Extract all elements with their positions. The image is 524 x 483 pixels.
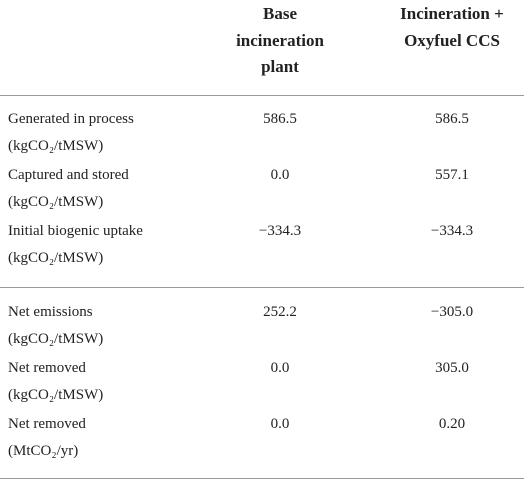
cell-value: −334.3: [258, 223, 302, 239]
row-label: Initial biogenic uptake: [8, 223, 143, 239]
column-header: Incineration +: [400, 4, 504, 23]
rule: [0, 287, 524, 288]
row-label: Net removed: [8, 416, 86, 432]
cell-value: −305.0: [430, 304, 474, 320]
rule: [0, 478, 524, 479]
cell-value: 0.20: [438, 416, 466, 432]
row-label: Captured and stored: [8, 167, 129, 183]
row-label: (kgCO₂/tMSW): [8, 138, 104, 154]
row-label: (kgCO₂/tMSW): [8, 387, 104, 403]
row-label: Generated in process: [8, 111, 134, 127]
row-label: Net removed: [8, 360, 86, 376]
row-label: (kgCO₂/tMSW): [8, 194, 104, 210]
cell-value: 0.0: [270, 167, 290, 183]
cell-value: 586.5: [263, 111, 297, 127]
rule: [0, 95, 524, 96]
row-label: (kgCO₂/tMSW): [8, 250, 104, 266]
row-label: (MtCO₂/yr): [8, 443, 79, 459]
column-header: Oxyfuel CCS: [404, 30, 500, 50]
cell-value: 305.0: [435, 360, 469, 376]
column-header: Base: [263, 4, 297, 23]
cell-value: 252.2: [263, 304, 297, 320]
cell-value: 586.5: [435, 111, 469, 127]
column-header: incineration: [236, 30, 324, 50]
cell-value: 557.1: [435, 167, 469, 183]
row-label: Net emissions: [8, 304, 93, 320]
column-header: plant: [261, 57, 299, 76]
cell-value: 0.0: [270, 360, 290, 376]
cell-value: 0.0: [270, 416, 290, 432]
row-label: (kgCO₂/tMSW): [8, 331, 104, 347]
cell-value: −334.3: [430, 223, 474, 239]
